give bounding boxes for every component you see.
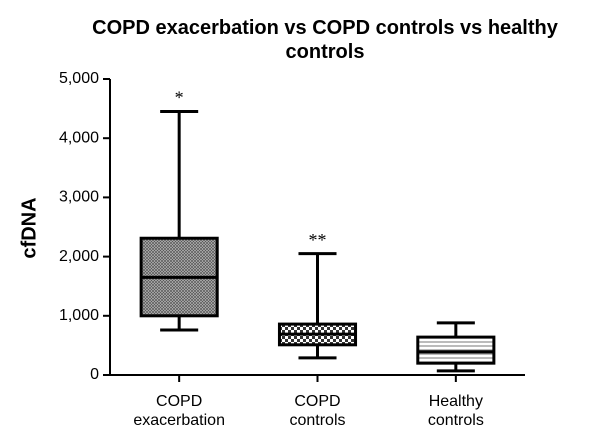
y-tick-label: 1,000 [59, 307, 99, 324]
annotation: * [175, 88, 184, 108]
x-tick-label: COPD controls [289, 393, 346, 429]
y-tick-label: 4,000 [59, 129, 99, 146]
y-tick-label: 0 [90, 366, 99, 383]
y-tick-label: 3,000 [59, 189, 99, 206]
x-tick-label: Healthy controls [427, 393, 484, 429]
x-tick-label: COPD exacerbation [133, 393, 225, 429]
chart-title: COPD exacerbation vs COPD controls vs he… [92, 17, 558, 63]
y-axis-label: cfDNA [18, 197, 40, 258]
y-tick-label: 2,000 [59, 248, 99, 265]
y-tick-label: 5,000 [59, 70, 99, 87]
annotation: ** [309, 230, 327, 250]
box [416, 335, 496, 365]
